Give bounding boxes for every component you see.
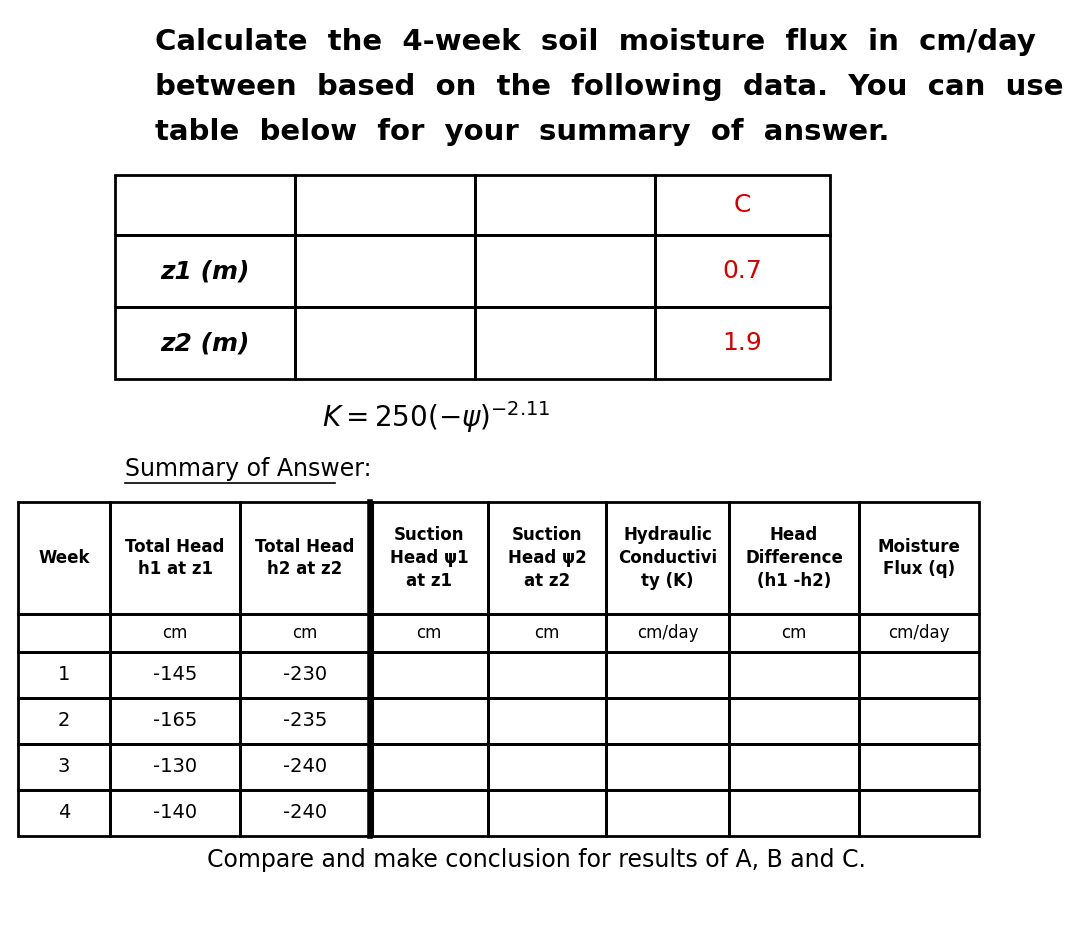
Bar [475, 235, 655, 307]
Bar [370, 652, 488, 698]
Bar [488, 614, 606, 652]
Bar [488, 744, 606, 790]
Text: -230: -230 [283, 666, 327, 685]
Bar [859, 652, 979, 698]
Bar [488, 790, 606, 836]
Text: Calculate  the  4-week  soil  moisture  flux  in  cm/day: Calculate the 4-week soil moisture flux … [155, 28, 1036, 56]
Bar [240, 744, 370, 790]
Text: Compare and make conclusion for results of A, B and C.: Compare and make conclusion for results … [207, 848, 865, 872]
Bar [295, 235, 475, 307]
Bar [110, 790, 240, 836]
Text: C: C [734, 193, 751, 217]
Bar [859, 502, 979, 614]
Text: cm: cm [416, 624, 442, 642]
Text: table  below  for  your  summary  of  answer.: table below for your summary of answer. [155, 118, 890, 146]
Bar [859, 614, 979, 652]
Text: z1 (m): z1 (m) [161, 259, 250, 283]
Bar [729, 614, 859, 652]
Bar [370, 614, 488, 652]
Bar [18, 698, 110, 744]
Bar [606, 698, 729, 744]
Text: -145: -145 [153, 666, 197, 685]
Text: cm: cm [293, 624, 317, 642]
Text: -235: -235 [283, 712, 327, 730]
Bar [488, 652, 606, 698]
Bar [729, 698, 859, 744]
Text: -240: -240 [283, 803, 327, 823]
Bar [115, 175, 295, 235]
Text: cm: cm [534, 624, 560, 642]
Bar [18, 652, 110, 698]
Bar [110, 744, 240, 790]
Text: Week: Week [39, 549, 90, 567]
Bar [475, 175, 655, 235]
Text: Suction
Head ψ2
at z2: Suction Head ψ2 at z2 [508, 526, 586, 590]
Text: 1.9: 1.9 [723, 331, 762, 355]
Bar [606, 790, 729, 836]
Bar [370, 744, 488, 790]
Bar [606, 744, 729, 790]
Text: -130: -130 [153, 757, 197, 776]
Text: Total Head
h2 at z2: Total Head h2 at z2 [255, 538, 355, 578]
Text: between  based  on  the  following  data.  You  can  use  the: between based on the following data. You… [155, 73, 1072, 101]
Bar [240, 614, 370, 652]
Bar [729, 744, 859, 790]
Bar [729, 652, 859, 698]
Text: 4: 4 [58, 803, 70, 823]
Text: -140: -140 [153, 803, 197, 823]
Bar [18, 614, 110, 652]
Bar [859, 790, 979, 836]
Text: 0.7: 0.7 [723, 259, 762, 283]
Bar [859, 698, 979, 744]
Text: 3: 3 [58, 757, 70, 776]
Text: 1: 1 [58, 666, 70, 685]
Text: cm/day: cm/day [889, 624, 950, 642]
Bar [18, 744, 110, 790]
Bar [295, 307, 475, 379]
Text: z2 (m): z2 (m) [161, 331, 250, 355]
Bar [655, 235, 830, 307]
Text: cm/day: cm/day [637, 624, 698, 642]
Text: -240: -240 [283, 757, 327, 776]
Bar [606, 614, 729, 652]
Bar [370, 790, 488, 836]
Text: Moisture
Flux (q): Moisture Flux (q) [878, 538, 961, 578]
Bar [370, 502, 488, 614]
Bar [655, 175, 830, 235]
Text: cm: cm [162, 624, 188, 642]
Bar [110, 652, 240, 698]
Bar [859, 744, 979, 790]
Bar [110, 502, 240, 614]
Bar [729, 790, 859, 836]
Bar [240, 698, 370, 744]
Bar [475, 307, 655, 379]
Text: Hydraulic
Conductivi
ty (K): Hydraulic Conductivi ty (K) [617, 526, 717, 590]
Bar [110, 614, 240, 652]
Bar [729, 502, 859, 614]
Bar [110, 698, 240, 744]
Text: Total Head
h1 at z1: Total Head h1 at z1 [125, 538, 225, 578]
Bar [488, 698, 606, 744]
Bar [488, 502, 606, 614]
Bar [606, 652, 729, 698]
Bar [370, 698, 488, 744]
Text: 2: 2 [58, 712, 70, 730]
Bar [606, 502, 729, 614]
Bar [240, 652, 370, 698]
Bar [240, 502, 370, 614]
Bar [18, 502, 110, 614]
Text: Head
Difference
(h1 -h2): Head Difference (h1 -h2) [745, 526, 843, 590]
Bar [240, 790, 370, 836]
Text: -165: -165 [153, 712, 197, 730]
Text: Summary of Answer:: Summary of Answer: [125, 457, 372, 481]
Bar [115, 235, 295, 307]
Bar [115, 307, 295, 379]
Text: cm: cm [781, 624, 807, 642]
Text: $K = 250( - \psi)^{-2.11}$: $K = 250( - \psi)^{-2.11}$ [323, 399, 551, 435]
Bar [295, 175, 475, 235]
Bar [655, 307, 830, 379]
Text: Suction
Head ψ1
at z1: Suction Head ψ1 at z1 [390, 526, 468, 590]
Bar [18, 790, 110, 836]
